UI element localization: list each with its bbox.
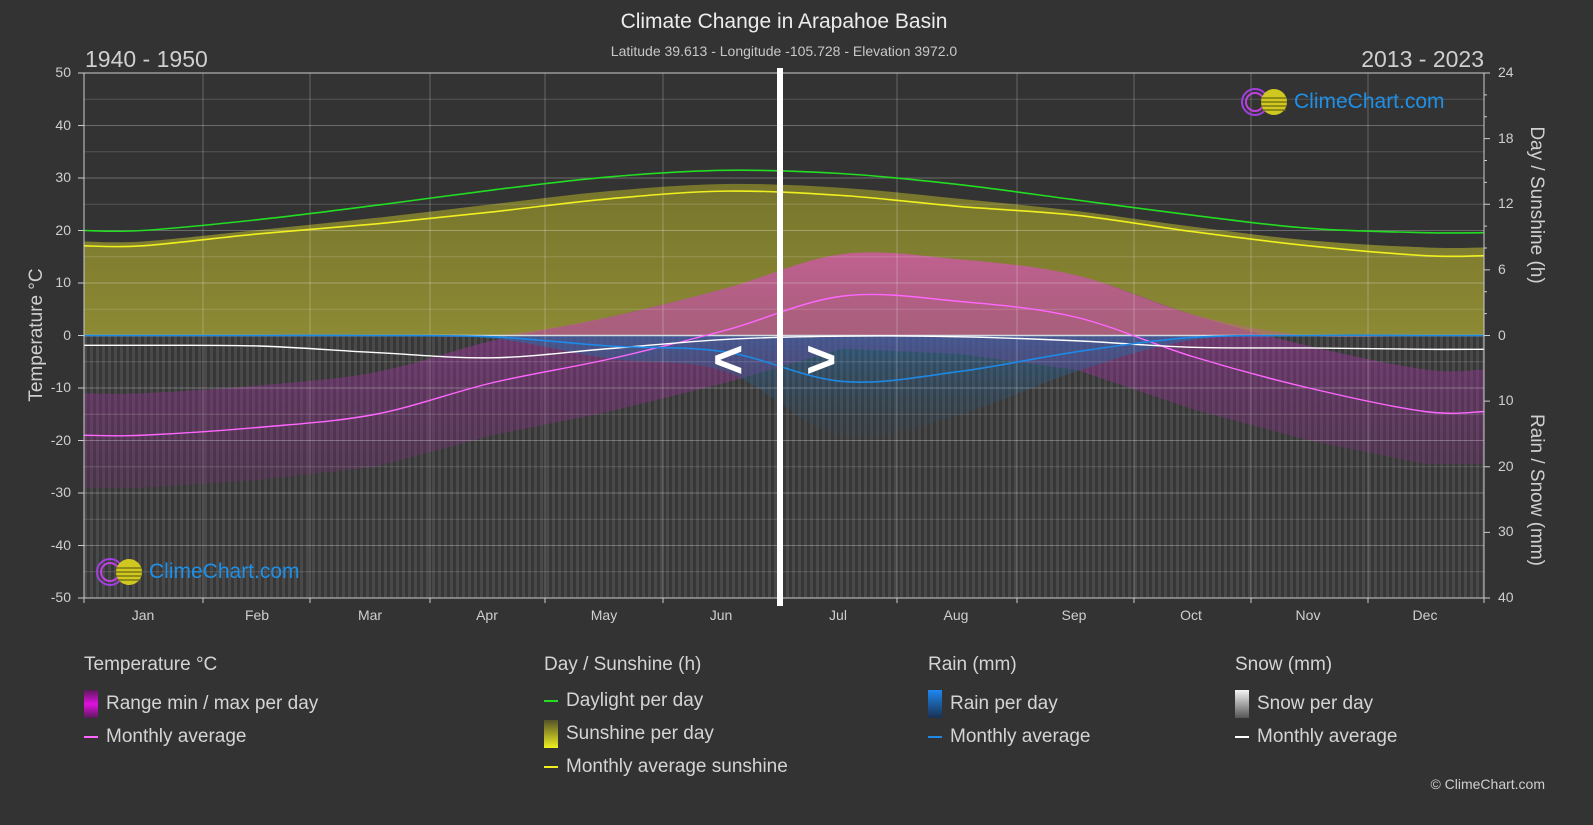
chart-axes [78,72,1490,603]
chart-fill-areas [84,183,1484,598]
month-label: Feb [244,607,270,623]
chart-series-lines [83,169,1485,437]
next-period-arrow[interactable]: > [806,331,837,389]
previous-period-arrow[interactable]: < [713,331,744,389]
right-bottom-axis-tick: 40 [1498,589,1514,605]
legend-snow-avg: Monthly average [1235,726,1397,748]
snow-swatch-icon [1235,690,1249,718]
period-divider[interactable] [777,68,783,606]
climate-chart-plot [78,68,1490,606]
logo-text: ClimeChart.com [1294,90,1445,113]
right-top-axis-tick: 0 [1498,326,1506,343]
left-axis-tick: -40 [50,536,71,553]
sunshine-swatch-icon [544,720,558,748]
right-bottom-axis-tick: 30 [1498,523,1514,540]
sunshine-avg-line-icon [544,766,558,768]
legend-snow-title: Snow (mm) [1235,654,1333,675]
legend-temp-range: Range min / max per day [84,690,318,718]
temp-avg-line-icon [84,736,98,738]
legend-sunshine: Day / Sunshine (h) Daylight per day Suns… [544,654,788,778]
legend-rain-avg: Monthly average [928,726,1090,748]
legend-snow-per-day: Snow per day [1235,690,1397,718]
legend-rain-per-day: Rain per day [928,690,1090,718]
month-label: Nov [1295,607,1321,623]
month-label: May [590,607,618,623]
right-bottom-axis-tick: 10 [1498,392,1514,409]
temp-range-swatch-icon [84,690,98,718]
legend-daylight: Daylight per day [544,690,788,712]
month-label: Dec [1412,607,1438,623]
right-top-axis-tick: 6 [1498,260,1506,277]
month-label: Sep [1061,607,1087,623]
left-axis-tick: -50 [50,589,71,605]
left-axis-tick: 10 [55,274,71,290]
legend-rain: Rain (mm) Rain per day Monthly average [928,654,1090,748]
right-bottom-axis-tick: 20 [1498,457,1514,474]
period-right-label: 2013 - 2023 [1361,46,1484,72]
month-label: Jun [709,607,733,623]
left-axis-tick: -20 [50,431,71,448]
rain-swatch-icon [928,690,942,718]
right-top-axis-tick: 18 [1498,129,1514,146]
month-label: Oct [1180,607,1202,623]
legend-sunshine-avg: Monthly average sunshine [544,756,788,778]
month-label: Jan [131,607,155,623]
month-label: Aug [943,607,969,623]
legend-temperature: Temperature °C Range min / max per day M… [84,654,318,748]
legend-rain-title: Rain (mm) [928,654,1017,675]
month-label: Apr [476,607,498,623]
rain-avg-line-icon [928,736,942,738]
climechart-logo-icon [96,558,142,586]
left-axis-tick: 40 [55,116,71,133]
left-axis-tick: 30 [55,169,71,185]
left-axis-title: Temperature °C [26,268,47,402]
chart-title: Climate Change in Arapahoe Basin [620,10,948,33]
month-label: Mar [357,607,383,623]
left-axis-tick: 20 [55,221,71,238]
snow-avg-line-icon [1235,736,1249,738]
right-bottom-axis-title: Rain / Snow (mm) [1526,413,1547,567]
left-axis-tick: 0 [63,326,71,343]
copyright: © ClimeChart.com [1430,776,1545,792]
legend-temperature-title: Temperature °C [84,654,218,675]
legend-sunshine-per-day: Sunshine per day [544,720,788,748]
legend-snow: Snow (mm) Snow per day Monthly average [1235,654,1397,748]
period-left-label: 1940 - 1950 [85,46,208,72]
month-label: Jul [829,607,847,623]
right-top-axis-tick: 12 [1498,195,1514,212]
right-top-axis-title: Day / Sunshine (h) [1526,126,1547,284]
logo-text: ClimeChart.com [149,560,300,583]
chart-subtitle: Latitude 39.613 - Longitude -105.728 - E… [610,43,958,59]
climechart-logo-top[interactable]: ClimeChart.com [1240,87,1445,117]
left-axis-tick: -30 [50,484,71,500]
left-axis-tick: 50 [55,64,71,80]
legend-sunshine-title: Day / Sunshine (h) [544,654,702,675]
daylight-line-icon [544,700,558,702]
legend-temp-avg: Monthly average [84,726,318,748]
right-top-axis-tick: 24 [1498,64,1514,80]
left-axis-tick: -10 [50,379,71,395]
climechart-logo-bottom[interactable]: ClimeChart.com [95,557,300,587]
climechart-logo-icon [1241,88,1287,116]
